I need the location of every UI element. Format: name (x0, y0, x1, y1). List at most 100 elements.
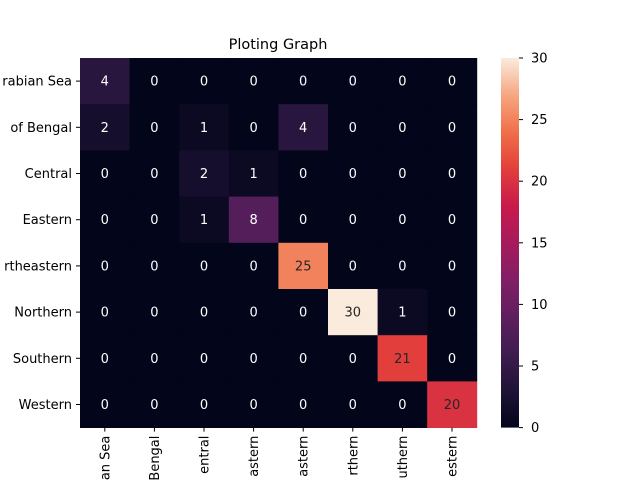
y-tick-label: Southern (13, 352, 72, 367)
cell-value-label: 0 (101, 167, 109, 182)
cell-value-label: 0 (101, 213, 109, 228)
heatmap-cell (278, 150, 329, 197)
y-tick-label: rtheastern (4, 259, 72, 274)
heatmap-cell (80, 381, 130, 428)
cell-value-label: 0 (200, 259, 208, 274)
cell-value-label: 0 (448, 306, 456, 321)
heatmap-cell (129, 381, 180, 428)
colorbar: 0 5 10 15 20 25 30 (501, 52, 548, 436)
cell-value-label: 0 (448, 259, 456, 274)
cell-value-label: 0 (200, 306, 208, 321)
cell-value-label: 0 (398, 75, 406, 90)
cell-value-label: 0 (101, 259, 109, 274)
cell-value-label: 0 (448, 167, 456, 182)
heatmap-cell (179, 104, 230, 151)
heatmap-cell (278, 242, 329, 290)
heatmap-cell (377, 104, 428, 151)
heatmap-cell (377, 150, 428, 197)
cell-value-label: 0 (349, 352, 357, 367)
cell-value-label: 0 (398, 259, 406, 274)
heatmap-cell (328, 381, 378, 428)
x-tick-label: astern (247, 436, 262, 477)
heatmap-cell (179, 381, 230, 428)
heatmap-cell (228, 289, 279, 336)
heatmap-cell (80, 196, 130, 244)
heatmap-cell (129, 58, 180, 105)
cell-value-label: 0 (349, 121, 357, 136)
cell-value-label: 0 (200, 398, 208, 413)
cell-value-label: 0 (349, 167, 357, 182)
heatmap-cell (129, 196, 180, 244)
cell-value-label: 8 (249, 213, 257, 228)
heatmap-cell (377, 289, 428, 336)
heatmap-cell (427, 104, 478, 151)
cell-value-label: 0 (249, 121, 257, 136)
cell-value-label: 0 (200, 75, 208, 90)
cell-value-label: 0 (299, 306, 307, 321)
cell-value-label: 0 (349, 259, 357, 274)
heatmap-cell (129, 104, 180, 151)
cell-value-label: 0 (249, 352, 257, 367)
x-tick-label: an Sea (98, 436, 113, 480)
cell-annotations: 4 0 0 0 0 0 0 02 0 1 0 4 0 0 00 0 2 1 0 0 0 00 0 1 8 0 0 0 00 0 0 0 25 0 0… (101, 75, 461, 413)
cell-value-label: 0 (101, 398, 109, 413)
heatmap-cell (377, 335, 428, 382)
chart-title: Ploting Graph (229, 37, 328, 53)
cell-value-label: 0 (448, 75, 456, 90)
cell-value-label: 0 (249, 398, 257, 413)
heatmap-cell (278, 381, 329, 428)
cell-value-label: 0 (200, 352, 208, 367)
x-axis: an Sea Bengal entral astern astern rthern uthe… (98, 427, 461, 480)
y-tick-label: Northern (14, 306, 72, 321)
heatmap-cell (228, 242, 279, 290)
heatmap-cell (179, 150, 230, 197)
heatmap-cell (427, 242, 478, 290)
cell-value-label: 0 (101, 306, 109, 321)
heatmap-cell (328, 196, 378, 244)
heatmap-cell (228, 58, 279, 105)
heatmap-cell (228, 196, 279, 244)
cell-value-label: 2 (200, 167, 208, 182)
x-tick-label: estern (446, 436, 461, 477)
cell-value-label: 0 (299, 213, 307, 228)
cell-value-label: 4 (299, 121, 307, 136)
heatmap-cell (228, 381, 279, 428)
cell-value-label: 0 (249, 306, 257, 321)
cell-value-label: 0 (349, 213, 357, 228)
heatmap-cell (278, 58, 329, 105)
cell-value-label: 0 (299, 398, 307, 413)
cell-value-label: 0 (150, 398, 158, 413)
cell-value-label: 0 (150, 121, 158, 136)
cell-value-label: 30 (345, 306, 362, 321)
cell-value-label: 4 (101, 75, 109, 90)
heatmap-cell (228, 335, 279, 382)
heatmap-cell (80, 289, 130, 336)
heatmap-cell (80, 58, 130, 105)
cell-value-label: 20 (444, 398, 461, 413)
x-tick-label: astern (297, 436, 312, 477)
heatmap-cell (278, 335, 329, 382)
colorbar-tick-label: 5 (531, 360, 539, 375)
cell-value-label: 1 (249, 167, 257, 182)
heatmap-cell (129, 335, 180, 382)
y-tick-label: Central (25, 167, 72, 182)
cell-value-label: 25 (295, 259, 312, 274)
heatmap-cell (278, 104, 329, 151)
y-tick-label: of Bengal (10, 121, 72, 136)
x-tick-label: Bengal (148, 436, 163, 480)
heatmap-cells (80, 58, 478, 428)
heatmap-cell (179, 58, 230, 105)
heatmap-cell (129, 289, 180, 336)
cell-value-label: 0 (249, 259, 257, 274)
heatmap-cell (328, 289, 378, 336)
colorbar-tick-label: 15 (531, 236, 548, 251)
heatmap-cell (377, 196, 428, 244)
heatmap-cell (278, 289, 329, 336)
cell-value-label: 0 (398, 213, 406, 228)
x-tick-label: uthern (396, 436, 411, 479)
heatmap-cell (377, 242, 428, 290)
cell-value-label: 0 (448, 121, 456, 136)
heatmap-cell (328, 335, 378, 382)
heatmap-cell (80, 335, 130, 382)
